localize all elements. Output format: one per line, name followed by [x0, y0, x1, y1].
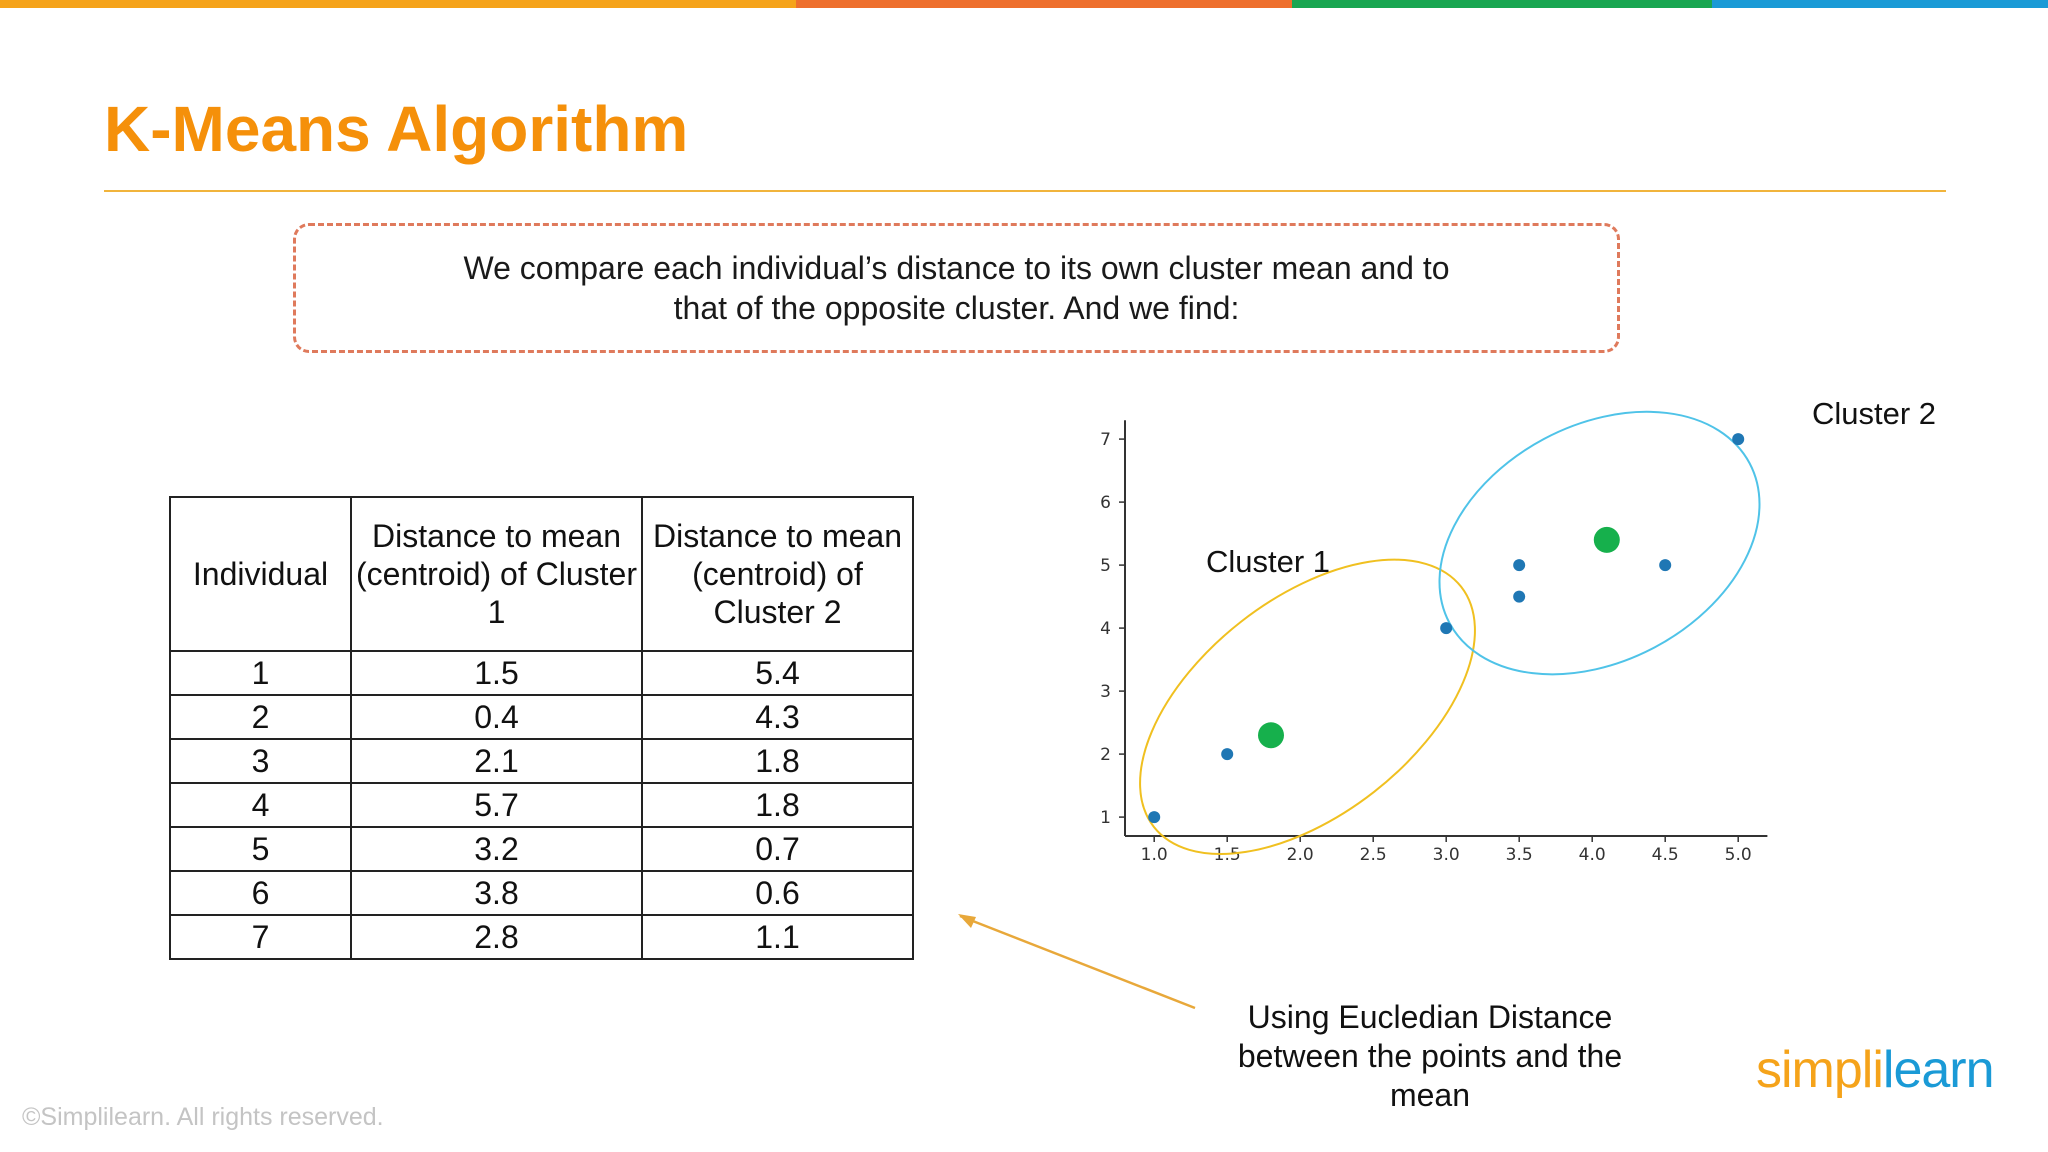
cell-individual: 7 — [169, 914, 352, 960]
table-row: 4 5.7 1.8 — [169, 782, 914, 828]
y-tick-label: 6 — [1100, 493, 1111, 513]
data-point — [1513, 559, 1526, 572]
callout-text: We compare each individual’s distance to… — [463, 250, 1450, 326]
cell-individual: 4 — [169, 782, 352, 828]
slide-title: K-Means Algorithm — [104, 93, 689, 165]
header-individual: Individual — [169, 496, 352, 652]
top-color-bar — [0, 0, 2048, 8]
x-tick-label: 5.0 — [1725, 845, 1752, 865]
logo-i: i — [1872, 1041, 1884, 1099]
x-tick-label: 2.5 — [1360, 845, 1387, 865]
y-tick-label: 7 — [1100, 430, 1111, 450]
header-distance-cluster-1: Distance to mean (centroid) of Cluster 1 — [350, 496, 643, 652]
cell-individual: 6 — [169, 870, 352, 916]
data-point — [1732, 433, 1745, 446]
table-row: 2 0.4 4.3 — [169, 694, 914, 740]
euclidean-note: Using Eucledian Distance between the poi… — [1237, 999, 1623, 1113]
cell-individual: 2 — [169, 694, 352, 740]
x-tick-label: 3.0 — [1433, 845, 1460, 865]
top-bar-segment-green — [1292, 0, 1712, 8]
cell-dist-c2: 1.8 — [641, 782, 914, 828]
cell-dist-c2: 0.6 — [641, 870, 914, 916]
table-row: 7 2.8 1.1 — [169, 914, 914, 960]
y-tick-label: 5 — [1100, 556, 1111, 576]
data-point — [1440, 622, 1453, 635]
x-tick-label: 1.5 — [1214, 845, 1241, 865]
plot-marks — [1148, 433, 1745, 824]
cell-dist-c2: 1.8 — [641, 738, 914, 784]
x-tick-label: 1.0 — [1141, 845, 1168, 865]
cell-dist-c1: 1.5 — [350, 650, 643, 696]
y-tick-label: 3 — [1100, 682, 1111, 702]
cell-dist-c2: 1.1 — [641, 914, 914, 960]
distance-table: Individual Distance to mean (centroid) o… — [169, 496, 914, 960]
table-row: 5 3.2 0.7 — [169, 826, 914, 872]
cell-dist-c2: 0.7 — [641, 826, 914, 872]
x-tick-label: 3.5 — [1506, 845, 1533, 865]
cell-individual: 3 — [169, 738, 352, 784]
y-tick-label: 1 — [1100, 808, 1111, 828]
top-bar-segment-red — [796, 0, 1292, 8]
cell-dist-c1: 2.8 — [350, 914, 643, 960]
y-tick-label: 4 — [1100, 619, 1111, 639]
copyright-text: ©Simplilearn. All rights reserved. — [22, 1103, 384, 1131]
x-tick-label: 2.0 — [1287, 845, 1314, 865]
cell-dist-c1: 3.2 — [350, 826, 643, 872]
data-point — [1221, 748, 1234, 761]
cell-dist-c2: 5.4 — [641, 650, 914, 696]
simplilearn-logo: simplilearn — [1756, 1040, 1995, 1100]
cluster-2-label: Cluster 2 — [1812, 396, 1936, 431]
cell-dist-c1: 2.1 — [350, 738, 643, 784]
cell-dist-c1: 5.7 — [350, 782, 643, 828]
y-tick-label: 2 — [1100, 745, 1111, 765]
callout-box: We compare each individual’s distance to… — [293, 223, 1620, 353]
cell-dist-c1: 3.8 — [350, 870, 643, 916]
cell-individual: 1 — [169, 650, 352, 696]
data-point — [1513, 590, 1526, 603]
header-distance-cluster-2: Distance to mean (centroid) of Cluster 2 — [641, 496, 914, 652]
cluster-rings — [1139, 410, 1761, 856]
top-bar-segment-blue — [1712, 0, 2048, 8]
table-header-row: Individual Distance to mean (centroid) o… — [169, 496, 914, 652]
table-row: 1 1.5 5.4 — [169, 650, 914, 696]
kmeans-scatter-plot: 1.0 1.5 2.0 2.5 3.0 3.5 4.0 4.5 5.0 1 2 3 4 5 6 7 Clust… — [1100, 396, 1936, 865]
title-divider — [104, 190, 1946, 192]
pointer-arrow — [958, 914, 1196, 1010]
cluster-2-ring — [1438, 410, 1761, 676]
data-point — [1148, 811, 1161, 824]
x-tick-label: 4.0 — [1579, 845, 1606, 865]
logo-simpl: simpl — [1756, 1041, 1873, 1099]
cell-individual: 5 — [169, 826, 352, 872]
centroid-point — [1593, 526, 1620, 553]
plot-axes: 1.0 1.5 2.0 2.5 3.0 3.5 4.0 4.5 5.0 1 2 3 4 5 6 7 — [1100, 420, 1768, 865]
logo-learn: learn — [1882, 1041, 1995, 1099]
table-row: 6 3.8 0.6 — [169, 870, 914, 916]
cluster-1-label: Cluster 1 — [1206, 544, 1330, 579]
table-row: 3 2.1 1.8 — [169, 738, 914, 784]
x-tick-label: 4.5 — [1652, 845, 1679, 865]
top-bar-segment-orange — [0, 0, 796, 8]
centroid-point — [1258, 722, 1284, 749]
cell-dist-c1: 0.4 — [350, 694, 643, 740]
cluster-1-ring — [1139, 558, 1476, 856]
cell-dist-c2: 4.3 — [641, 694, 914, 740]
data-point — [1659, 559, 1672, 572]
